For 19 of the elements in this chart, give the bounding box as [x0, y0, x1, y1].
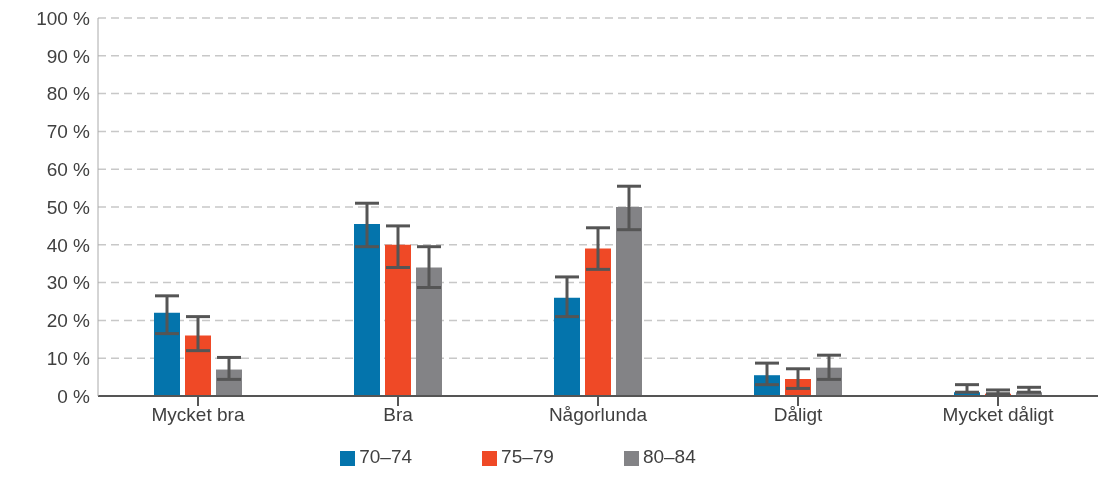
x-tick-label: Dåligt	[773, 404, 824, 426]
y-tick-label: 10 %	[46, 347, 91, 369]
legend-label: 80–84	[642, 446, 696, 467]
y-tick-label: 20 %	[46, 310, 91, 332]
y-tick-label: 80 %	[46, 83, 91, 105]
y-tick-label: 100 %	[36, 7, 91, 29]
y-tick-label: 30 %	[46, 272, 91, 294]
x-tick-label: Mycket dåligt	[942, 404, 1055, 426]
y-tick-label: 90 %	[46, 45, 91, 67]
x-tick-label: Bra	[383, 404, 414, 426]
legend-label: 70–74	[359, 446, 413, 467]
legend-label: 75–79	[501, 446, 554, 467]
y-tick-label: 50 %	[46, 196, 91, 218]
y-tick-label: 60 %	[46, 158, 91, 180]
y-tick-label: 70 %	[46, 121, 91, 143]
y-tick-label: 0 %	[57, 385, 91, 407]
y-tick-label: 40 %	[46, 234, 91, 256]
x-tick-label: Mycket bra	[151, 404, 245, 426]
x-tick-label: Någorlunda	[548, 404, 648, 426]
